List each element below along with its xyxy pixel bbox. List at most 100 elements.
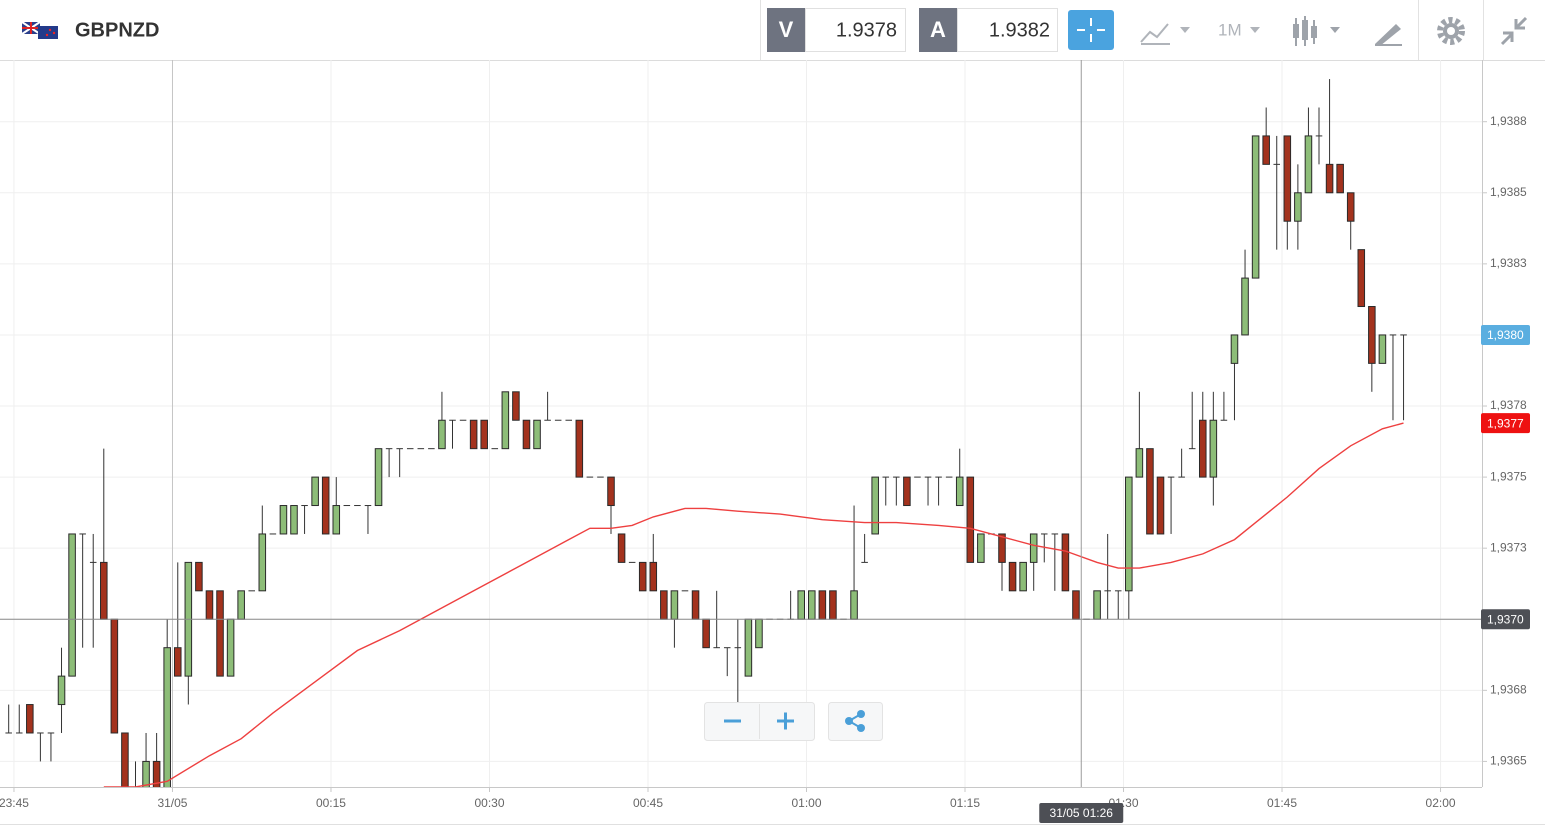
flag (21, 21, 58, 39)
candle-body (152, 760, 161, 787)
crosshair-icon (1077, 18, 1105, 42)
draw-button[interactable] (1375, 24, 1402, 46)
candle-body (1262, 135, 1270, 165)
candle-body (818, 590, 827, 620)
candle-body (966, 476, 975, 563)
candle-body (163, 647, 171, 787)
candle-body (1135, 448, 1144, 478)
chart-type-button[interactable] (1140, 23, 1190, 45)
interval[interactable]: 1M (1218, 20, 1242, 39)
candles-button[interactable] (1293, 16, 1340, 46)
candle-body (480, 419, 488, 450)
sell-label[interactable]: V (779, 17, 794, 42)
candle-body (670, 590, 679, 620)
candle-body (205, 590, 214, 620)
buy-button[interactable] (919, 8, 957, 52)
candle-body (649, 561, 658, 592)
y-tick-label: 1,9368 (1490, 683, 1527, 697)
candle-body (850, 590, 858, 620)
zoom-in[interactable] (777, 712, 794, 730)
y-tick-label: 1,9375 (1490, 469, 1527, 483)
candle-body (1368, 306, 1376, 364)
candle-body (533, 419, 541, 450)
sell-button[interactable] (767, 8, 805, 52)
candle-body (469, 419, 478, 450)
candle-body (512, 391, 520, 421)
x-tick-label: 00:30 (474, 796, 504, 810)
candle-body (638, 561, 647, 592)
candle-body (1251, 135, 1260, 279)
candle-body (1378, 334, 1387, 364)
candle-body (660, 590, 668, 620)
candle-body (501, 391, 510, 450)
candle-body (68, 533, 76, 677)
candle-body (1294, 192, 1302, 222)
candle-body (744, 618, 753, 677)
candle-body (575, 419, 584, 478)
moving-average-label: 1,9377 (1487, 416, 1524, 430)
candle-body (691, 590, 700, 620)
candle-body (237, 590, 245, 620)
y-tick-label: 1,9388 (1490, 114, 1527, 128)
share-button[interactable] (828, 702, 883, 741)
candle-body (998, 533, 1006, 563)
candle-body (1008, 561, 1017, 592)
candle-body (1346, 192, 1355, 222)
crosshair-time-tag (1039, 803, 1124, 823)
candle-body (332, 505, 341, 535)
candle-body (1093, 590, 1101, 620)
sell-price: 1.9378 (836, 19, 897, 41)
candle-body (26, 704, 34, 734)
x-tick-label: 01:15 (950, 796, 980, 810)
buy-label[interactable]: A (930, 17, 946, 42)
candle-body (290, 505, 298, 535)
last-price-tag (1481, 324, 1530, 345)
buy-price: 1.9382 (989, 19, 1050, 41)
crosshair-time-label: 31/05 01:26 (1050, 806, 1114, 820)
candle-body (903, 476, 911, 507)
y-tick-label: 1,9365 (1490, 754, 1527, 768)
candle-body (1283, 135, 1292, 222)
candle-body (1209, 419, 1218, 478)
candle-body (755, 618, 763, 649)
candle-body (1241, 277, 1249, 336)
overlay: 31/05 01:26 1,9380 1,9377 1,9370 (0, 60, 1530, 823)
candle-body (438, 419, 446, 450)
x-tick-label: 23:45 (0, 796, 29, 810)
candle-body (279, 505, 288, 535)
candle-body (1198, 419, 1207, 478)
candle-body (808, 590, 816, 620)
candle-body (57, 675, 66, 706)
y-tick-label: 1,9378 (1490, 398, 1527, 412)
zoom-controls (704, 702, 883, 741)
crosshair-price-tag (1481, 609, 1530, 630)
candle-body (607, 476, 615, 507)
candle-body (702, 618, 710, 649)
candle-body (216, 590, 224, 677)
candle-body (121, 732, 129, 787)
candle-body (1230, 334, 1239, 364)
x-tick-label: 00:15 (316, 796, 346, 810)
candle-body (1072, 590, 1080, 620)
crosshair-price-label: 1,9370 (1487, 612, 1524, 626)
x-tick-label: 01:00 (791, 796, 821, 810)
candle-body (1125, 476, 1133, 592)
y-tick-label: 1,9383 (1490, 256, 1527, 270)
crosshair-button[interactable] (1068, 10, 1114, 50)
candle-body (195, 561, 203, 592)
zoom-out[interactable] (724, 719, 741, 723)
settings-button[interactable] (1437, 17, 1465, 45)
candle-body (1156, 476, 1165, 535)
candle-body (100, 561, 108, 620)
collapse-button[interactable] (1500, 16, 1528, 46)
candle-body (173, 647, 182, 677)
candle-body (321, 476, 330, 535)
candle-body (142, 760, 150, 787)
candle-body (1019, 561, 1027, 592)
candle-body (1061, 533, 1070, 592)
candle-body (1357, 249, 1366, 308)
candle-body (1325, 163, 1334, 194)
symbol: GBPNZD (75, 19, 159, 41)
candle-body (829, 590, 837, 620)
